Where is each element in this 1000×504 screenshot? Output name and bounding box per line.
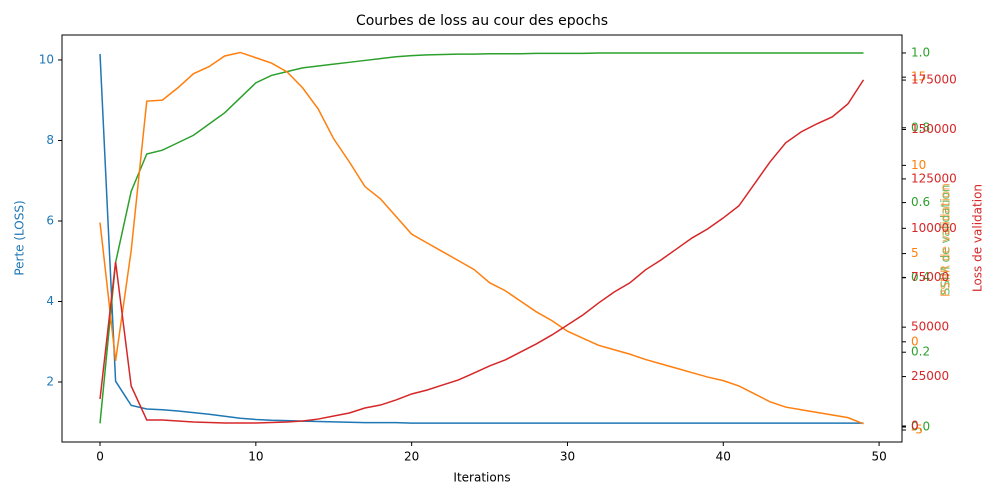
x-tick-label: 50 <box>871 450 886 464</box>
x-tick-label: 20 <box>404 450 419 464</box>
x-tick-label: 0 <box>96 450 104 464</box>
y3-tick-label: 0 <box>911 334 919 348</box>
y2-tick-label: 1.0 <box>911 45 930 59</box>
y2-tick-label: 0.2 <box>911 345 930 359</box>
line-series <box>99 79 865 424</box>
y-tick-label: 6 <box>46 213 54 227</box>
y4-tick-label: 0 <box>911 418 919 432</box>
y-axis-label: Perte (LOSS) <box>13 200 27 275</box>
chart-title: Courbes de loss au cour des epochs <box>356 13 608 29</box>
y4-tick-label: 150000 <box>911 122 957 136</box>
y-tick-label: 10 <box>39 52 54 66</box>
plot-frame <box>61 34 903 443</box>
x-axis-label: Iterations <box>453 471 510 485</box>
y-tick-label: 2 <box>46 375 54 389</box>
y3-tick-label: 5 <box>911 246 919 260</box>
y4-tick-label: 50000 <box>911 320 949 334</box>
y2-tick-label: 0.0 <box>911 420 930 434</box>
y4-tick-label: 100000 <box>911 221 957 235</box>
y-tick-label: 4 <box>46 294 54 308</box>
y2-tick-label: 0.8 <box>911 120 930 134</box>
y2-axis-label: SSIM de validation <box>939 185 953 296</box>
y4-tick-label: 75000 <box>911 270 949 284</box>
line-series <box>99 51 864 425</box>
y2-tick-label: 0.6 <box>911 195 930 209</box>
y-tick-label: 8 <box>46 133 54 147</box>
x-tick-label: 30 <box>560 450 575 464</box>
x-tick-label: 40 <box>716 450 731 464</box>
y2-tick-label: 0.4 <box>911 270 930 284</box>
line-series <box>99 53 864 424</box>
y4-tick-label: 125000 <box>911 171 957 185</box>
x-tick-label: 10 <box>248 450 263 464</box>
y3-tick-label: -5 <box>911 423 923 437</box>
y4-tick-label: 25000 <box>911 369 949 383</box>
y3-axis-label: PSNR de validation <box>939 183 953 297</box>
y3-tick-label: 15 <box>911 70 926 84</box>
y4-tick-label: 175000 <box>911 73 957 87</box>
line-series <box>99 52 864 424</box>
y3-tick-label: 10 <box>911 158 926 172</box>
y4-axis-label: Loss de validation <box>971 184 985 292</box>
